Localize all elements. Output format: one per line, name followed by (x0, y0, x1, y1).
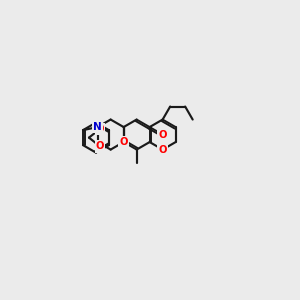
Text: N: N (93, 122, 102, 132)
Text: O: O (96, 124, 104, 134)
Text: O: O (158, 145, 167, 154)
Text: O: O (158, 130, 167, 140)
Text: O: O (96, 141, 104, 152)
Text: O: O (119, 137, 128, 147)
